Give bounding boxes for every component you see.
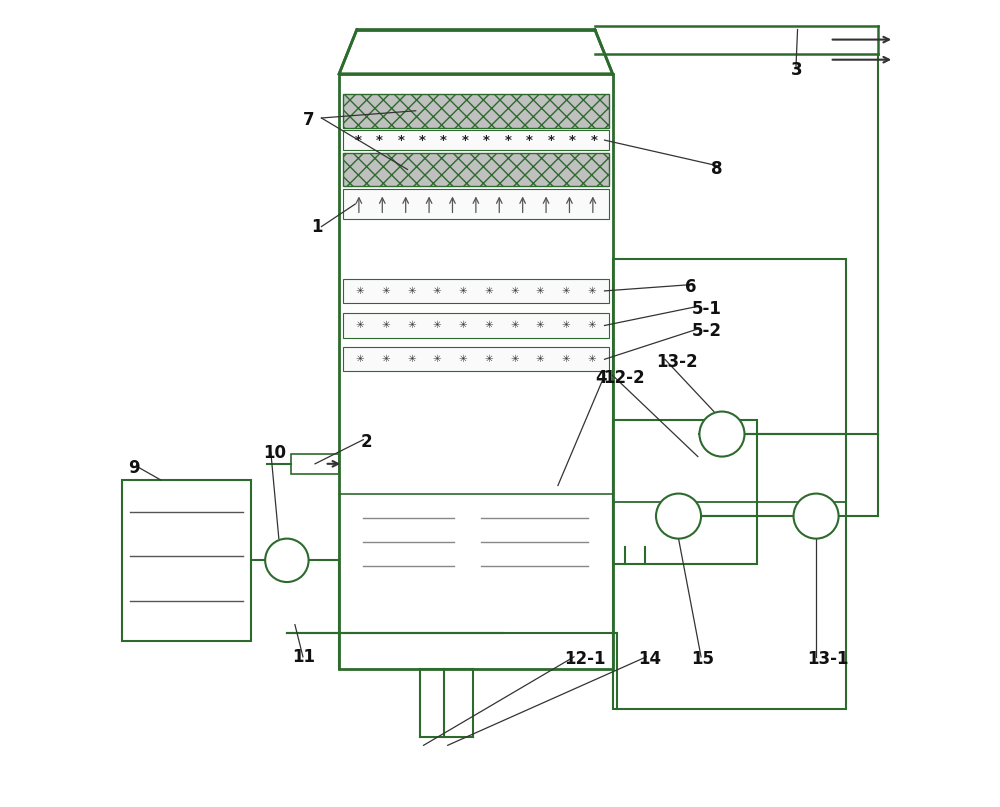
- Text: 10: 10: [263, 445, 286, 462]
- Bar: [343, 130, 609, 150]
- Text: 6: 6: [685, 278, 696, 296]
- Text: ✳: ✳: [587, 354, 596, 364]
- Text: ✳: ✳: [536, 354, 545, 364]
- Text: ✳: ✳: [587, 286, 596, 296]
- Text: ✳: ✳: [433, 354, 442, 364]
- Text: ✳: ✳: [459, 354, 467, 364]
- Text: 7: 7: [303, 111, 315, 129]
- Text: ✳: ✳: [562, 354, 570, 364]
- Text: ✳: ✳: [407, 320, 416, 331]
- Circle shape: [265, 538, 309, 582]
- Bar: [343, 347, 609, 371]
- Text: 11: 11: [293, 648, 316, 666]
- Text: 15: 15: [691, 650, 714, 668]
- Bar: [122, 480, 251, 641]
- Text: ✳: ✳: [356, 354, 364, 364]
- Text: ✳: ✳: [433, 286, 442, 296]
- Text: ✳: ✳: [407, 286, 416, 296]
- Text: ✳: ✳: [381, 320, 390, 331]
- Text: ✳: ✳: [356, 286, 364, 296]
- Text: ✳: ✳: [484, 286, 493, 296]
- Circle shape: [656, 494, 701, 538]
- Text: ✳: ✳: [536, 320, 545, 331]
- Text: *: *: [569, 134, 576, 147]
- Text: ✳: ✳: [510, 320, 519, 331]
- Circle shape: [699, 412, 744, 457]
- Text: 5-2: 5-2: [691, 322, 721, 340]
- Bar: [291, 454, 339, 474]
- Text: ✳: ✳: [587, 320, 596, 331]
- Text: *: *: [590, 134, 597, 147]
- Bar: [343, 313, 609, 337]
- Text: *: *: [505, 134, 511, 147]
- Text: 12-2: 12-2: [603, 369, 645, 387]
- Text: *: *: [483, 134, 490, 147]
- Text: *: *: [462, 134, 469, 147]
- Text: 4: 4: [595, 369, 607, 387]
- Text: ✳: ✳: [381, 354, 390, 364]
- Text: ✳: ✳: [484, 320, 493, 331]
- Text: *: *: [547, 134, 554, 147]
- Text: 8: 8: [711, 160, 722, 178]
- Text: 13-1: 13-1: [807, 650, 849, 668]
- Text: ✳: ✳: [459, 286, 467, 296]
- Text: *: *: [354, 134, 361, 147]
- Text: ✳: ✳: [562, 320, 570, 331]
- Circle shape: [794, 494, 839, 538]
- Text: ✳: ✳: [562, 286, 570, 296]
- Text: 9: 9: [128, 459, 140, 477]
- Bar: [613, 259, 846, 709]
- Bar: [343, 279, 609, 303]
- Text: ✳: ✳: [536, 286, 545, 296]
- Text: 14: 14: [638, 650, 661, 668]
- Bar: [343, 94, 609, 128]
- Text: ✳: ✳: [510, 354, 519, 364]
- Text: ✳: ✳: [459, 320, 467, 331]
- Text: 3: 3: [791, 61, 803, 79]
- Text: *: *: [526, 134, 533, 147]
- Text: 1: 1: [311, 218, 323, 236]
- Text: 2: 2: [361, 433, 372, 451]
- Bar: [343, 153, 609, 186]
- Text: ✳: ✳: [407, 354, 416, 364]
- Text: 13-2: 13-2: [656, 353, 698, 370]
- Text: *: *: [419, 134, 426, 147]
- Text: 5-1: 5-1: [691, 299, 721, 318]
- Text: 12-1: 12-1: [564, 650, 606, 668]
- Text: *: *: [376, 134, 383, 147]
- Text: ✳: ✳: [433, 320, 442, 331]
- Text: ✳: ✳: [510, 286, 519, 296]
- Text: *: *: [397, 134, 404, 147]
- Bar: [613, 420, 757, 564]
- Bar: [343, 189, 609, 220]
- Text: *: *: [440, 134, 447, 147]
- Text: ✳: ✳: [484, 354, 493, 364]
- Text: ✳: ✳: [356, 320, 364, 331]
- Bar: [339, 73, 613, 669]
- Text: ✳: ✳: [381, 286, 390, 296]
